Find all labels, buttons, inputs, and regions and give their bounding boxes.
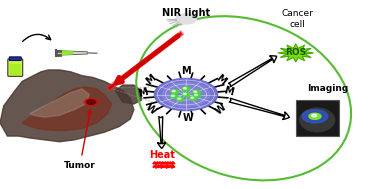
Text: Tumor: Tumor: [64, 110, 96, 170]
FancyArrowPatch shape: [22, 34, 51, 42]
FancyBboxPatch shape: [296, 100, 339, 136]
Polygon shape: [278, 44, 314, 62]
Text: Imaging: Imaging: [307, 84, 348, 93]
Text: M: M: [137, 87, 149, 99]
Circle shape: [171, 90, 179, 94]
Circle shape: [87, 100, 96, 104]
Text: M: M: [181, 66, 191, 76]
FancyArrowPatch shape: [229, 98, 289, 119]
FancyArrowPatch shape: [158, 116, 166, 148]
Polygon shape: [0, 70, 134, 142]
Text: W: W: [144, 102, 158, 116]
Circle shape: [172, 90, 175, 92]
FancyBboxPatch shape: [9, 57, 21, 60]
Polygon shape: [22, 87, 112, 130]
Text: NIR light: NIR light: [162, 8, 210, 18]
Circle shape: [194, 91, 197, 92]
Circle shape: [162, 82, 210, 107]
Polygon shape: [115, 85, 141, 104]
FancyBboxPatch shape: [10, 64, 21, 75]
Circle shape: [182, 93, 190, 96]
Circle shape: [178, 98, 181, 99]
Circle shape: [190, 96, 197, 100]
Circle shape: [177, 97, 184, 101]
Polygon shape: [30, 89, 89, 117]
Circle shape: [312, 114, 317, 117]
Text: Cancer
cell: Cancer cell: [282, 9, 314, 29]
Text: ROS: ROS: [285, 48, 306, 57]
FancyArrowPatch shape: [228, 56, 277, 87]
Circle shape: [170, 94, 178, 98]
Circle shape: [182, 87, 190, 91]
Circle shape: [195, 94, 198, 96]
Text: M: M: [223, 86, 235, 98]
Circle shape: [193, 94, 201, 97]
FancyBboxPatch shape: [8, 59, 23, 76]
Polygon shape: [61, 51, 73, 55]
Circle shape: [171, 95, 174, 97]
Text: Heat: Heat: [149, 150, 175, 160]
Text: W: W: [183, 113, 193, 123]
Circle shape: [154, 78, 218, 111]
Circle shape: [302, 110, 328, 123]
Text: W: W: [214, 102, 228, 116]
Ellipse shape: [299, 107, 335, 132]
Circle shape: [193, 90, 200, 94]
Circle shape: [84, 99, 98, 105]
Polygon shape: [58, 51, 87, 55]
Circle shape: [183, 88, 186, 89]
Circle shape: [191, 97, 194, 98]
Circle shape: [309, 113, 321, 119]
Text: M: M: [214, 73, 228, 87]
Circle shape: [183, 93, 186, 95]
Circle shape: [176, 14, 196, 24]
Text: M: M: [144, 73, 158, 87]
